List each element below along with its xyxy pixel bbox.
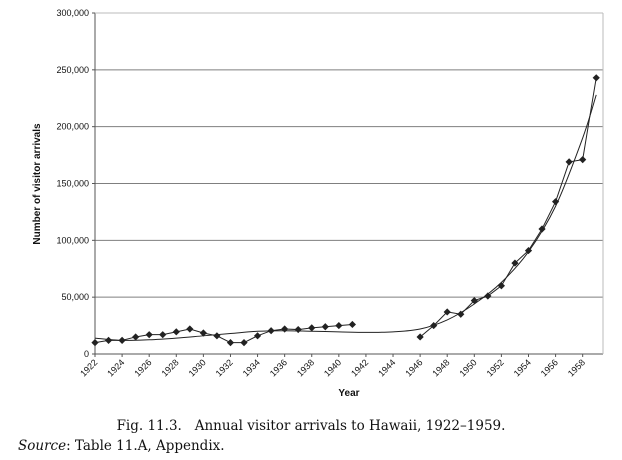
data-point-marker	[308, 324, 316, 332]
data-point-marker	[565, 158, 573, 166]
y-tick-label: 0	[84, 349, 89, 359]
data-point-marker	[524, 246, 533, 255]
y-tick-label: 200,000	[56, 122, 89, 132]
source-text: : Table 11.A, Appendix.	[66, 438, 225, 454]
figure-number: Fig. 11.3.	[116, 418, 182, 434]
data-point-marker	[240, 339, 248, 347]
x-tick-label: 1922	[78, 357, 99, 378]
data-point-marker	[416, 333, 424, 341]
data-point-marker	[104, 336, 113, 344]
data-series	[91, 74, 600, 347]
y-tick-label: 250,000	[56, 65, 89, 75]
y-tick-label: 300,000	[56, 8, 89, 18]
x-tick-label: 1940	[322, 357, 343, 378]
data-point-marker	[443, 308, 451, 316]
data-point-marker	[430, 321, 438, 330]
figure-caption: Fig. 11.3. Annual visitor arrivals to Ha…	[0, 418, 622, 434]
x-tick-label: 1928	[159, 357, 180, 378]
data-point-marker	[321, 323, 329, 331]
x-tick-label: 1942	[349, 357, 370, 378]
data-point-marker	[267, 327, 275, 335]
x-tick-label: 1950	[457, 357, 478, 378]
x-tick-label: 1948	[430, 357, 451, 378]
data-point-marker	[159, 331, 167, 339]
data-point-marker	[213, 332, 221, 340]
x-tick-label: 1930	[187, 357, 208, 378]
y-tick-labels: 0 50,000 100,000 150,000 200,000 250,000 300,0…	[56, 8, 95, 359]
x-tick-label: 1946	[403, 357, 424, 378]
data-point-marker	[484, 292, 492, 300]
data-point-marker	[118, 336, 126, 344]
data-point-marker	[132, 333, 140, 341]
data-point-marker	[348, 320, 356, 329]
x-tick-label: 1956	[539, 357, 560, 378]
figure-title: Annual visitor arrivals to Hawaii, 1922–…	[194, 418, 506, 434]
x-tick-label: 1924	[105, 357, 126, 378]
data-point-marker	[511, 259, 519, 267]
x-tick-label: 1952	[485, 357, 506, 378]
data-point-marker	[551, 198, 560, 206]
data-point-marker	[186, 325, 194, 333]
data-point-marker	[335, 321, 343, 330]
x-tick-label: 1938	[295, 357, 316, 378]
figure-source: Source: Table 11.A, Appendix.	[18, 438, 225, 454]
x-tick-label: 1958	[566, 357, 587, 378]
data-point-marker	[579, 156, 587, 164]
data-point-marker	[538, 225, 546, 233]
data-point-marker	[172, 328, 180, 336]
x-tick-labels: 1922 1924 1926 1928 1930 1932 1934 1936 1938 1940…	[78, 354, 587, 379]
data-point-marker	[497, 282, 505, 290]
line-chart: 0 50,000 100,000 150,000 200,000 250,000 300,0…	[32, 8, 604, 399]
data-point-marker	[470, 296, 478, 305]
x-tick-label: 1932	[214, 357, 235, 378]
y-tick-label: 100,000	[56, 235, 89, 245]
y-tick-label: 150,000	[56, 179, 89, 189]
data-point-marker	[145, 331, 153, 339]
series-line-segment-2	[419, 77, 597, 338]
data-point-marker	[253, 332, 262, 340]
y-axis-title: Number of visitor arrivals	[32, 123, 43, 245]
x-tick-label: 1954	[512, 357, 533, 378]
data-point-marker	[294, 325, 302, 334]
trend-curve	[94, 94, 597, 341]
data-point-marker	[457, 310, 465, 318]
trend-line	[94, 94, 597, 341]
data-point-marker	[226, 339, 235, 347]
x-tick-label: 1936	[268, 357, 289, 378]
y-tick-label: 50,000	[61, 292, 89, 302]
x-tick-label: 1926	[132, 357, 153, 378]
data-point-marker	[199, 329, 207, 337]
x-tick-label: 1934	[241, 357, 262, 378]
x-tick-label: 1944	[376, 357, 397, 378]
data-point-marker	[91, 339, 99, 347]
data-point-marker	[281, 325, 289, 333]
x-axis-title: Year	[338, 388, 359, 399]
source-label: Source	[18, 438, 67, 454]
data-point-marker	[592, 74, 600, 82]
